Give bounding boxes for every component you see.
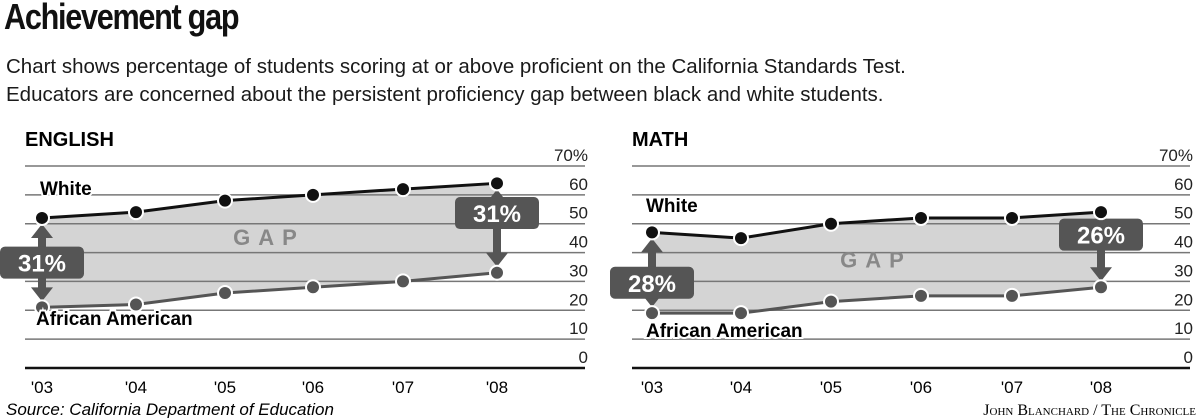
y-tick-label: 30 (569, 261, 588, 280)
x-tick-label: '03 (641, 378, 663, 397)
data-point (305, 279, 321, 296)
data-point (644, 305, 660, 322)
y-tick-label: 0 (579, 348, 588, 367)
series-line-african-american (41, 271, 498, 309)
series-label: African American (36, 309, 193, 330)
data-point (1004, 209, 1020, 226)
y-tick-label: 50 (1174, 204, 1193, 223)
data-point (733, 230, 749, 247)
x-tick-label: '05 (820, 378, 842, 397)
gap-area (652, 212, 1101, 314)
data-point (913, 287, 929, 304)
gap-badge-label: 28% (628, 271, 676, 298)
data-point (823, 215, 839, 232)
y-tick-label: 30 (1174, 261, 1193, 280)
gap-badge (1059, 218, 1143, 251)
x-tick-label: '07 (392, 378, 414, 397)
y-tick-label: 20 (1174, 290, 1193, 309)
chart-title: MATH (632, 129, 688, 151)
y-tick-label: 40 (569, 233, 588, 252)
data-point (34, 299, 50, 316)
x-tick-label: '08 (1090, 378, 1112, 397)
data-point (395, 181, 411, 198)
y-tick-label: 60 (1174, 175, 1193, 194)
gap-badge-label: 31% (18, 251, 66, 278)
data-point (733, 305, 749, 322)
data-point (395, 273, 411, 290)
x-tick-label: '05 (214, 378, 236, 397)
source-note: Source: California Department of Educati… (6, 400, 334, 418)
data-point (128, 204, 144, 221)
data-point (1093, 204, 1109, 221)
x-tick-label: '06 (302, 378, 324, 397)
gap-label: GAP (233, 225, 305, 250)
series-line-white (651, 210, 1102, 240)
series-line-african-american (652, 285, 1102, 315)
gap-area (42, 183, 497, 308)
data-point (1004, 287, 1020, 304)
y-tick-label: 60 (569, 175, 588, 194)
x-tick-label: '03 (31, 378, 53, 397)
chart-math: MATH 70% 60 50 40 30 20 10 0 '03 '04 '05 '06 '07 '08 GA… (610, 129, 1193, 397)
data-point (217, 192, 233, 209)
data-point (34, 209, 50, 226)
data-point (305, 186, 321, 203)
gap-label: GAP (840, 248, 912, 273)
y-tick-label: 70% (554, 146, 588, 165)
page-title: Achievement gap (4, 0, 240, 37)
gap-badge (455, 197, 539, 230)
x-tick-label: '06 (910, 378, 932, 397)
series-label: African American (646, 321, 803, 342)
y-tick-label: 40 (1174, 233, 1193, 252)
credit: John Blanchard / The Chronicle (983, 402, 1196, 418)
gap-badge-label: 31% (473, 201, 521, 228)
data-point (489, 175, 505, 192)
x-tick-label: '04 (730, 378, 752, 397)
data-point (913, 209, 929, 226)
gap-badge (0, 246, 84, 279)
subtitle-line-2: Educators are concerned about the persis… (6, 83, 884, 106)
data-point (128, 296, 144, 313)
x-tick-label: '07 (1001, 378, 1023, 397)
y-tick-label: 10 (1174, 319, 1193, 338)
y-tick-label: 50 (569, 204, 588, 223)
y-tick-label: 0 (1184, 348, 1193, 367)
data-point (489, 264, 505, 281)
y-tick-label: 10 (569, 319, 588, 338)
subtitle-line-1: Chart shows percentage of students scori… (6, 55, 906, 78)
chart-title: ENGLISH (25, 129, 114, 151)
y-tick-label: 20 (569, 290, 588, 309)
data-point (217, 284, 233, 301)
series-label: White (646, 196, 698, 217)
chart-english: ENGLISH 70% 60 50 40 30 20 10 0 '03 '04 '05 '06 '07 '0… (0, 129, 588, 397)
x-tick-label: '08 (486, 378, 508, 397)
data-point (1093, 279, 1109, 296)
y-tick-label: 70% (1159, 146, 1193, 165)
gap-badge-label: 26% (1077, 223, 1125, 250)
series-label: White (40, 179, 92, 200)
x-tick-label: '04 (125, 378, 147, 397)
data-point (644, 224, 660, 241)
data-point (823, 293, 839, 310)
series-line-white (41, 181, 498, 220)
gap-badge (610, 266, 694, 299)
